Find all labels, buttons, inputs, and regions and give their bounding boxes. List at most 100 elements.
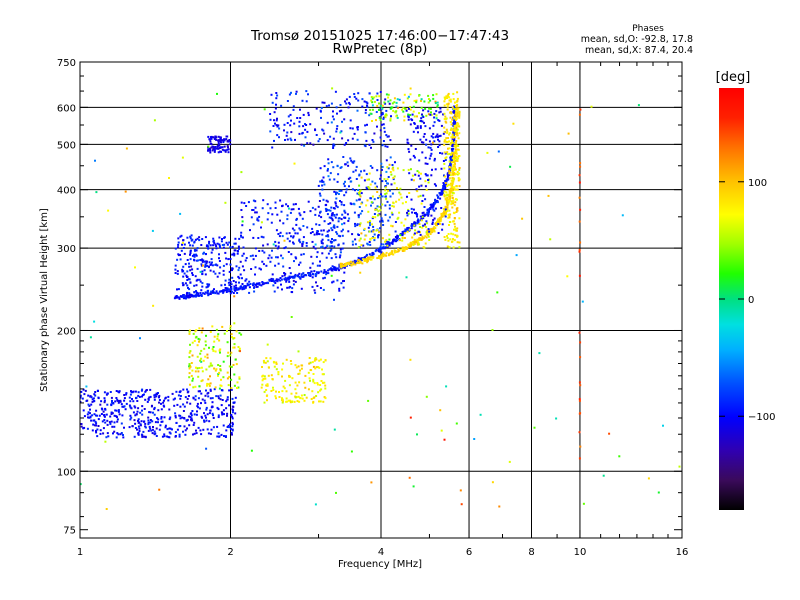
data-point <box>447 183 450 186</box>
data-point <box>335 193 337 196</box>
data-point <box>356 126 359 129</box>
data-point <box>234 358 237 361</box>
data-point <box>98 414 101 417</box>
data-point <box>212 349 215 352</box>
data-point <box>309 369 312 371</box>
data-point <box>454 159 457 162</box>
data-point <box>450 182 452 185</box>
data-point <box>446 194 449 197</box>
data-point <box>395 115 398 118</box>
data-point <box>444 212 447 215</box>
data-point <box>356 109 359 112</box>
data-point <box>181 243 183 246</box>
data-point <box>241 236 244 239</box>
data-point <box>198 294 200 297</box>
data-point <box>144 426 147 429</box>
data-point <box>332 110 334 113</box>
data-point <box>395 240 397 243</box>
data-point <box>186 397 189 400</box>
data-point <box>183 405 186 408</box>
data-point <box>455 116 458 119</box>
data-point <box>181 268 184 271</box>
data-point <box>431 141 434 144</box>
data-point <box>191 294 194 297</box>
data-point <box>131 398 133 400</box>
data-point <box>174 296 177 299</box>
data-point <box>186 388 188 391</box>
data-point <box>342 242 345 245</box>
data-point <box>207 378 210 381</box>
data-point <box>371 252 374 255</box>
data-point <box>410 223 413 226</box>
data-point <box>405 276 408 279</box>
data-point <box>296 400 299 403</box>
data-point <box>316 230 319 232</box>
data-point <box>193 284 196 287</box>
data-point <box>405 246 407 249</box>
data-point <box>443 162 446 165</box>
data-point <box>197 337 200 340</box>
data-point <box>455 155 458 158</box>
data-point <box>313 270 316 273</box>
data-point <box>456 124 459 127</box>
data-point <box>122 434 124 436</box>
data-point <box>180 234 183 237</box>
data-point <box>414 212 416 214</box>
data-point <box>103 397 106 400</box>
data-point <box>452 199 455 202</box>
data-point <box>451 206 454 209</box>
data-point <box>578 248 581 251</box>
data-point <box>390 115 392 118</box>
x-tick-label: 2 <box>227 547 233 558</box>
data-point <box>101 420 104 423</box>
data-point <box>272 243 275 246</box>
data-point <box>253 283 256 286</box>
data-point <box>207 395 210 398</box>
data-point <box>252 209 255 211</box>
data-point <box>281 288 283 291</box>
data-point <box>416 215 418 218</box>
data-point <box>277 278 280 281</box>
data-point <box>191 244 194 247</box>
data-point <box>455 185 458 187</box>
data-point <box>204 394 207 397</box>
data-point <box>115 390 118 392</box>
data-point <box>407 118 410 121</box>
data-point <box>447 178 450 181</box>
data-point <box>354 243 357 246</box>
data-point <box>578 174 581 177</box>
data-point <box>153 413 156 416</box>
data-point <box>456 209 459 212</box>
data-point <box>188 367 191 370</box>
data-point <box>260 226 262 229</box>
data-point <box>430 111 432 114</box>
data-point <box>372 229 375 232</box>
data-point <box>220 378 222 381</box>
data-point <box>345 191 348 194</box>
data-point <box>296 117 299 119</box>
data-point <box>451 106 454 109</box>
data-point <box>268 254 271 257</box>
data-point <box>409 106 411 108</box>
data-point <box>381 104 384 107</box>
x-tick-label: 8 <box>528 547 534 558</box>
data-point <box>209 140 212 143</box>
data-point <box>274 240 277 243</box>
data-point <box>384 180 387 182</box>
data-point <box>302 236 305 239</box>
data-point <box>370 96 373 98</box>
data-point <box>449 171 452 174</box>
data-point <box>410 168 412 171</box>
data-point <box>311 361 314 364</box>
data-point <box>448 198 451 201</box>
data-point <box>237 245 240 248</box>
data-point <box>305 396 308 399</box>
data-point <box>230 283 233 286</box>
data-point <box>428 107 431 110</box>
data-point <box>335 106 338 109</box>
data-point <box>678 465 681 468</box>
data-point <box>386 245 389 248</box>
data-point <box>276 279 279 282</box>
data-point <box>555 417 558 420</box>
data-point <box>204 273 207 276</box>
